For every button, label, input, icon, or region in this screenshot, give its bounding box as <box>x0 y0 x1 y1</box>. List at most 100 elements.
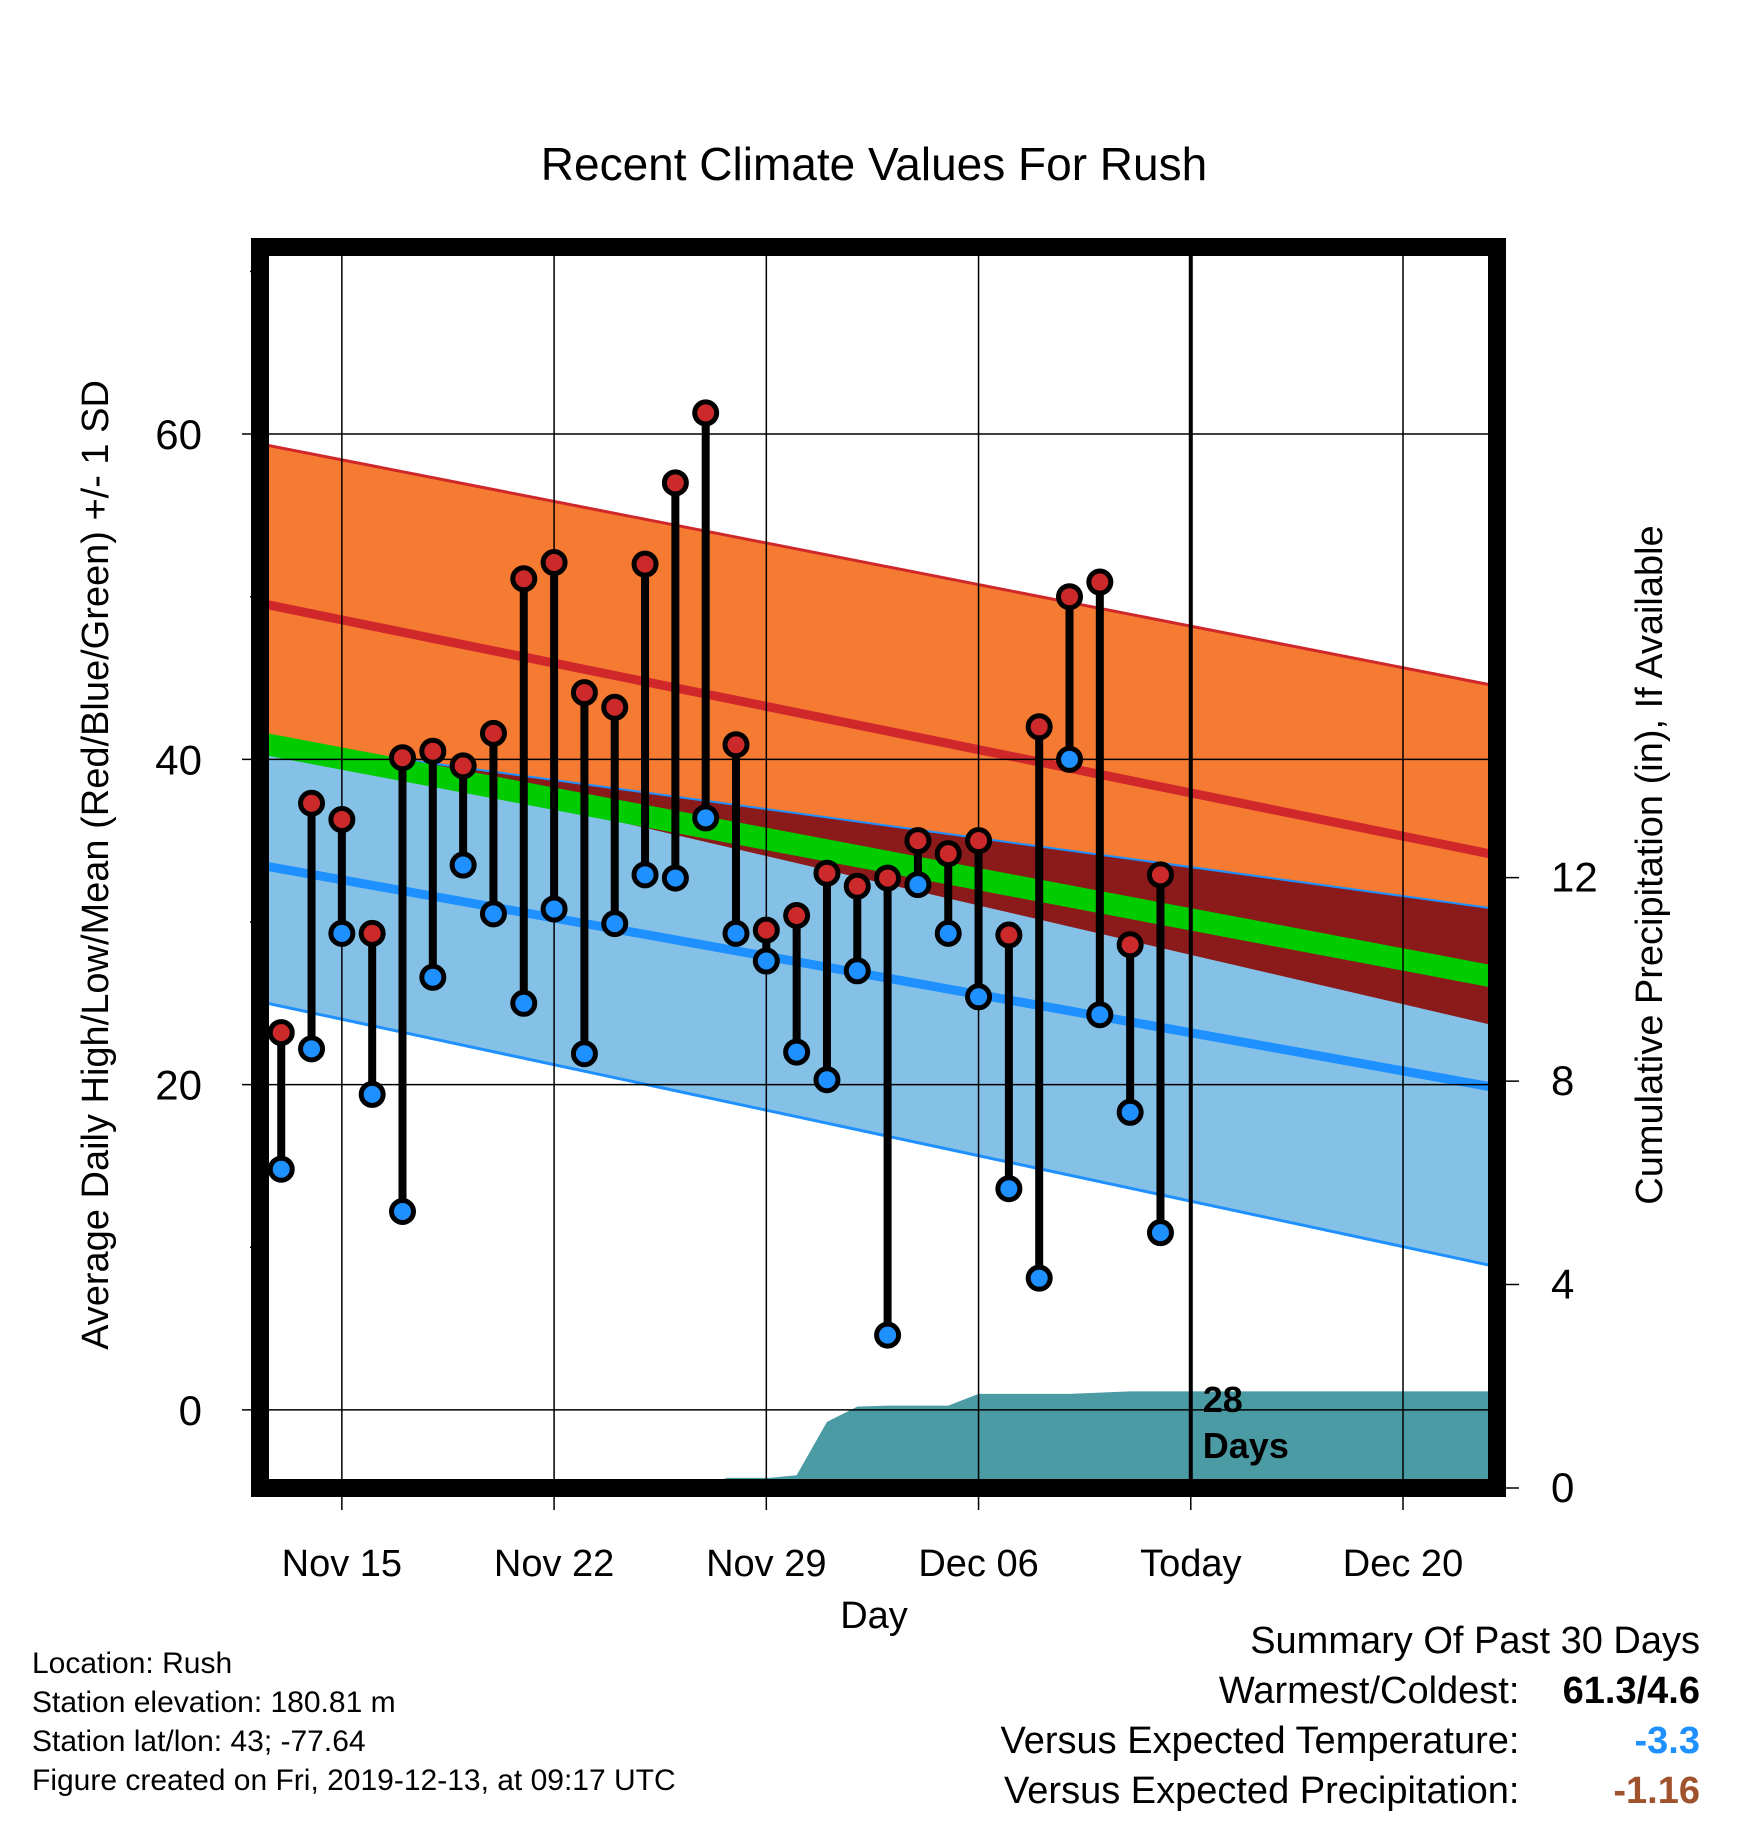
daily-high-point <box>904 827 932 855</box>
daily-low-point <box>843 957 871 985</box>
daily-high-point <box>570 679 598 707</box>
expected-high-line <box>259 598 1498 860</box>
daily-low-point <box>965 983 993 1011</box>
daily-high-point <box>540 549 568 577</box>
daily-low-point <box>995 1175 1023 1203</box>
daily-low-point <box>661 864 689 892</box>
y2-tick-label: 4 <box>1551 1261 1574 1308</box>
y-tick-label: 0 <box>179 1387 202 1434</box>
daily-low-point <box>540 895 568 923</box>
x-tick-label: Nov 29 <box>706 1543 826 1585</box>
x-tick-label: Nov 22 <box>494 1543 614 1585</box>
daily-high-point <box>1086 568 1114 596</box>
daily-low-point <box>904 871 932 899</box>
station-info: Location: Rush Station elevation: 180.81… <box>32 1644 676 1800</box>
daily-high-point <box>388 744 416 772</box>
daily-high-point <box>328 806 356 834</box>
daily-low-point <box>752 947 780 975</box>
temp-label: Versus Expected Temperature: <box>1000 1720 1520 1762</box>
daily-high-point <box>813 859 841 887</box>
daily-low-point <box>449 851 477 879</box>
elevation-text: Station elevation: 180.81 m <box>32 1686 396 1719</box>
expected-high-upper-line <box>259 442 1498 688</box>
today-annotation: 28 <box>1203 1379 1243 1420</box>
x-tick-label: Dec 20 <box>1343 1543 1463 1585</box>
daily-high-point <box>479 719 507 747</box>
daily-high-point <box>843 872 871 900</box>
y2-tick-label: 0 <box>1551 1464 1574 1511</box>
daily-high-point <box>995 921 1023 949</box>
daily-low-point <box>1025 1264 1053 1292</box>
summary-panel: Summary Of Past 30 Days Warmest/Coldest:… <box>1001 1616 1700 1816</box>
daily-low-point <box>601 910 629 938</box>
warmest-value: 61.3/4.6 <box>1562 1670 1700 1712</box>
summary-temp-row: Versus Expected Temperature: -3.3 <box>1001 1716 1700 1766</box>
x-axis-label: Day <box>840 1595 908 1637</box>
daily-low-point <box>934 919 962 947</box>
precipitation-area <box>696 1391 1497 1488</box>
y2-tick-label: 8 <box>1551 1057 1574 1104</box>
daily-high-point <box>1146 861 1174 889</box>
daily-low-point <box>419 963 447 991</box>
daily-low-point <box>267 1155 295 1183</box>
daily-high-point <box>631 550 659 578</box>
expected-low-lower-line <box>259 1000 1498 1269</box>
daily-high-point <box>752 916 780 944</box>
expected-low-line <box>259 860 1498 1093</box>
daily-low-point <box>874 1321 902 1349</box>
y-tick-label: 20 <box>155 1062 202 1109</box>
daily-high-point <box>1025 713 1053 741</box>
daily-low-point <box>1086 1001 1114 1029</box>
daily-high-point <box>874 864 902 892</box>
daily-high-point <box>510 565 538 593</box>
daily-low-point <box>631 861 659 889</box>
daily-high-point <box>661 469 689 497</box>
daily-high-point <box>449 752 477 780</box>
x-tick-label: Dec 06 <box>918 1543 1038 1585</box>
daily-high-point <box>783 901 811 929</box>
x-tick-label: Nov 15 <box>282 1543 402 1585</box>
today-annotation: Days <box>1203 1425 1289 1466</box>
daily-low-point <box>388 1197 416 1225</box>
daily-high-point <box>692 399 720 427</box>
location-text: Location: Rush <box>32 1647 233 1680</box>
daily-low-point <box>570 1040 598 1068</box>
summary-heading: Summary Of Past 30 Days <box>1250 1620 1700 1662</box>
y-tick-label: 60 <box>155 411 202 458</box>
temp-value: -3.3 <box>1634 1720 1700 1762</box>
daily-high-point <box>965 827 993 855</box>
daily-low-point <box>510 989 538 1017</box>
daily-low-point <box>1116 1098 1144 1126</box>
precip-label: Versus Expected Precipitation: <box>1004 1770 1520 1812</box>
daily-low-point <box>358 1080 386 1108</box>
daily-low-point <box>479 900 507 928</box>
daily-low-point <box>722 919 750 947</box>
y2-axis-label: Cumulative Precipitation (in), If Availa… <box>1629 525 1671 1204</box>
daily-high-point <box>1056 583 1084 611</box>
latlon-text: Station lat/lon: 43; -77.64 <box>32 1725 366 1758</box>
y2-tick-label: 12 <box>1551 854 1598 901</box>
daily-high-point <box>267 1019 295 1047</box>
daily-low-point <box>813 1066 841 1094</box>
x-tick-label: Today <box>1140 1543 1241 1585</box>
daily-low-point <box>1146 1219 1174 1247</box>
chart-title: Recent Climate Values For Rush <box>541 138 1207 190</box>
warmest-label: Warmest/Coldest: <box>1218 1670 1520 1712</box>
plot-frame <box>251 238 1506 1497</box>
daily-high-point <box>601 693 629 721</box>
daily-high-point <box>298 789 326 817</box>
daily-high-point <box>1116 931 1144 959</box>
summary-precip-row: Versus Expected Precipitation: -1.16 <box>1001 1766 1700 1816</box>
daily-high-point <box>419 737 447 765</box>
plot-area: 28 Days 0 20 40 60 0 4 8 12 Nov 15 Nov 22 Nov 29 Dec … <box>155 238 1598 1585</box>
y-axis-label: Average Daily High/Low/Mean (Red/Blue/Gr… <box>75 380 117 1350</box>
daily-low-point <box>298 1035 326 1063</box>
precip-value: -1.16 <box>1613 1770 1700 1812</box>
daily-low-point <box>1056 745 1084 773</box>
daily-low-point <box>783 1038 811 1066</box>
daily-high-point <box>934 840 962 868</box>
summary-warmest-row: Warmest/Coldest: 61.3/4.6 <box>1001 1666 1700 1716</box>
daily-low-point <box>692 804 720 832</box>
y-tick-label: 40 <box>155 736 202 783</box>
